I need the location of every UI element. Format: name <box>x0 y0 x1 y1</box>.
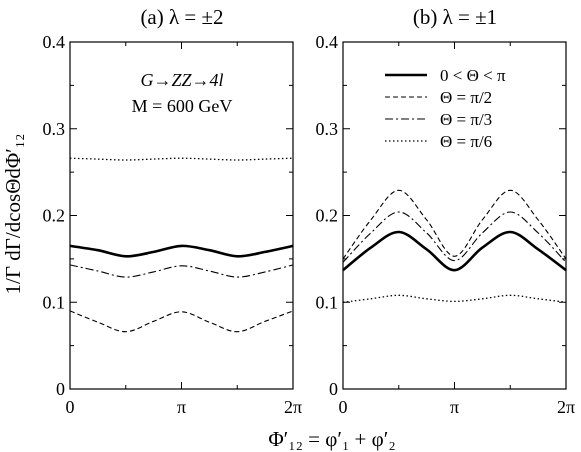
x-tick-label: 0 <box>339 397 348 417</box>
x-axis-title: Φ′₁₂ = φ′₁ + φ′₂ <box>268 427 395 451</box>
y-tick-label: 0.1 <box>316 292 339 312</box>
legend-label: Θ = π/6 <box>440 132 492 151</box>
y-tick-label: 0.3 <box>43 119 66 139</box>
panel-b-ticks: 0 0.1 0.2 0.3 0.4 0 π 2π <box>316 32 576 417</box>
series-line-dashdot <box>342 211 567 263</box>
y-tick-label: 0.2 <box>316 206 339 226</box>
x-tick-label: 0 <box>66 397 75 417</box>
panel-a-annotation-process: G→ZZ→4l <box>140 70 223 90</box>
panel-a-ticks: 0 0.1 0.2 0.3 0.4 0 π 2π <box>43 32 303 417</box>
panel-b-title: (b) λ = ±1 <box>413 5 497 29</box>
y-tick-label: 0 <box>329 379 338 399</box>
series-line-dashed <box>69 310 294 333</box>
panel-b-legend: 0 < Θ < π Θ = π/2 Θ = π/3 Θ = π/6 <box>385 66 506 151</box>
panel-a-frame <box>69 41 294 390</box>
panel-b: (b) λ = ±1 0 0.1 0.2 0.3 0.4 0 π 2π 0 < Θ < π Θ … <box>316 5 576 417</box>
y-tick-label: 0.2 <box>43 206 66 226</box>
legend-label: 0 < Θ < π <box>440 66 506 85</box>
series-line-solid-thick <box>69 244 294 258</box>
panel-a-title: (a) λ = ±2 <box>140 5 223 29</box>
y-tick-label: 0.1 <box>43 292 66 312</box>
panel-a-annotation-mass: M = 600 GeV <box>132 96 233 116</box>
y-tick-label: 0.3 <box>316 119 339 139</box>
x-tick-label: 2π <box>557 397 575 417</box>
series-line-dotted <box>342 294 567 303</box>
panel-a-series <box>69 157 294 333</box>
x-tick-label: 2π <box>284 397 302 417</box>
y-tick-label: 0 <box>56 379 65 399</box>
y-tick-label: 0.4 <box>43 32 66 52</box>
series-line-dotted <box>69 157 294 161</box>
legend-label: Θ = π/2 <box>440 88 492 107</box>
series-line-solid-thick <box>342 230 567 272</box>
x-tick-label: π <box>177 397 186 417</box>
panel-b-series <box>342 189 567 303</box>
series-line-dashed <box>342 189 567 260</box>
panel-a: (a) λ = ±2 0 0.1 0.2 0.3 0.4 0 π 2π G→ZZ→4l M =… <box>43 5 303 417</box>
legend-label: Θ = π/3 <box>440 110 492 129</box>
series-line-dashdot <box>69 264 294 278</box>
y-axis-title: 1/Γ dΓ/dcosΘdΦ′₁₂ <box>1 134 25 295</box>
y-tick-label: 0.4 <box>316 32 339 52</box>
x-tick-label: π <box>450 397 459 417</box>
